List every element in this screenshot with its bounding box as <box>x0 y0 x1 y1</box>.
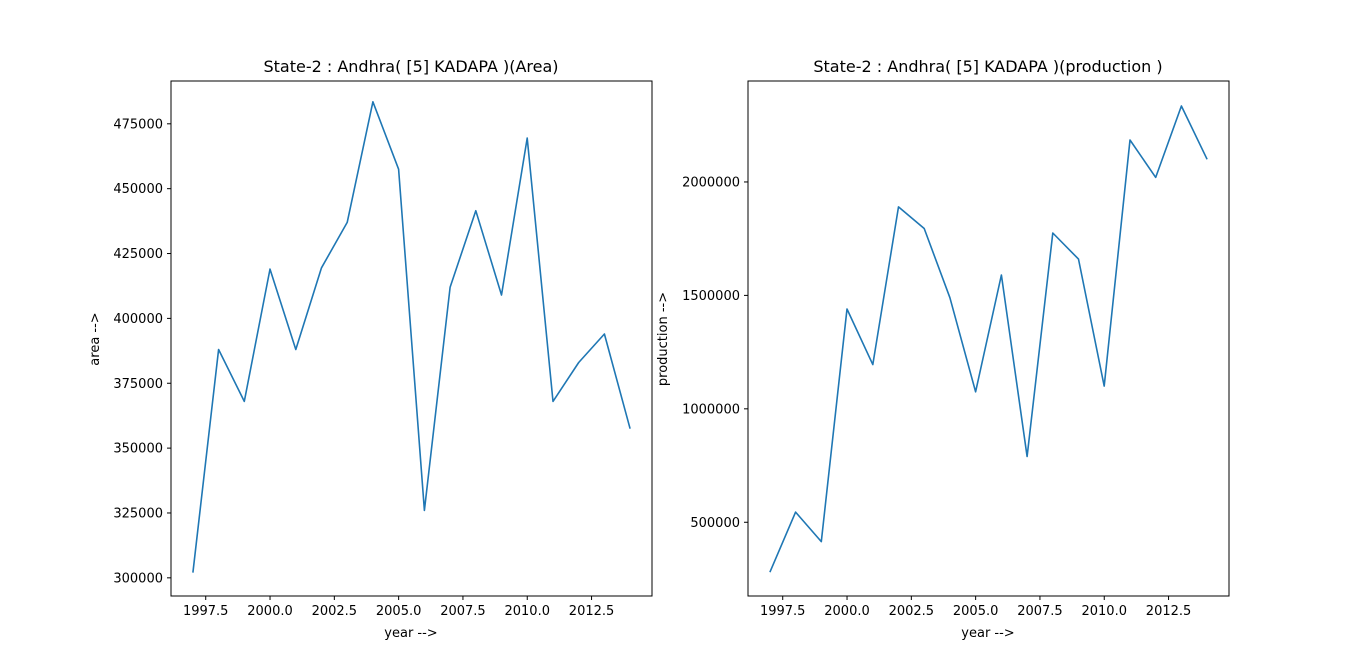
area-series-line <box>192 101 631 573</box>
area-x-tick-label: 2010.0 <box>504 604 550 619</box>
area-x-tick-label: 2007.5 <box>440 604 486 619</box>
production-y-tick-label: 1000000 <box>682 402 740 417</box>
production-y-tick-label: 2000000 <box>682 175 740 190</box>
production-chart-ylabel: production --> <box>656 292 671 386</box>
production-chart-title: State-2 : Andhra( [5] KADAPA )(productio… <box>813 57 1162 76</box>
area-chart-ylabel: area --> <box>88 312 103 365</box>
area-chart-xlabel: year --> <box>384 626 437 641</box>
production-x-tick-label: 2010.0 <box>1081 604 1127 619</box>
area-chart-x-ticks: 1997.5 2000.0 2002.5 2005.0 2007.5 2010.0 2012… <box>183 596 614 619</box>
area-y-tick-label: 300000 <box>113 571 163 586</box>
area-x-tick-label: 2012.5 <box>569 604 615 619</box>
area-chart-frame <box>170 80 653 597</box>
production-x-tick-label: 2005.0 <box>953 604 999 619</box>
production-chart-frame <box>747 80 1230 597</box>
production-chart: State-2 : Andhra( [5] KADAPA )(productio… <box>656 57 1230 641</box>
production-chart-y-ticks: 500000 1000000 1500000 2000000 <box>682 175 748 531</box>
area-x-tick-label: 2000.0 <box>247 604 293 619</box>
area-chart: State-2 : Andhra( [5] KADAPA )(Area) yea… <box>88 57 653 641</box>
production-x-tick-label: 1997.5 <box>760 604 806 619</box>
production-x-tick-label: 2007.5 <box>1017 604 1063 619</box>
area-chart-title: State-2 : Andhra( [5] KADAPA )(Area) <box>263 57 558 76</box>
area-y-tick-label: 450000 <box>113 182 163 197</box>
production-y-tick-label: 500000 <box>690 516 740 531</box>
production-x-tick-label: 2000.0 <box>824 604 870 619</box>
area-y-tick-label: 350000 <box>113 442 163 457</box>
area-x-tick-label: 2002.5 <box>312 604 358 619</box>
area-chart-y-ticks: 300000 325000 350000 375000 400000 425000 4500… <box>113 117 171 586</box>
area-y-tick-label: 400000 <box>113 312 163 327</box>
production-chart-x-ticks: 1997.5 2000.0 2002.5 2005.0 2007.5 2010.0 2012… <box>760 596 1191 619</box>
area-x-tick-label: 2005.0 <box>376 604 422 619</box>
area-y-tick-label: 475000 <box>113 117 163 132</box>
production-x-tick-label: 2002.5 <box>889 604 935 619</box>
area-y-tick-label: 425000 <box>113 247 163 262</box>
production-chart-xlabel: year --> <box>961 626 1014 641</box>
area-x-tick-label: 1997.5 <box>183 604 229 619</box>
production-x-tick-label: 2012.5 <box>1146 604 1192 619</box>
production-series-line <box>769 105 1208 573</box>
area-y-tick-label: 375000 <box>113 377 163 392</box>
production-y-tick-label: 1500000 <box>682 289 740 304</box>
area-y-tick-label: 325000 <box>113 506 163 521</box>
